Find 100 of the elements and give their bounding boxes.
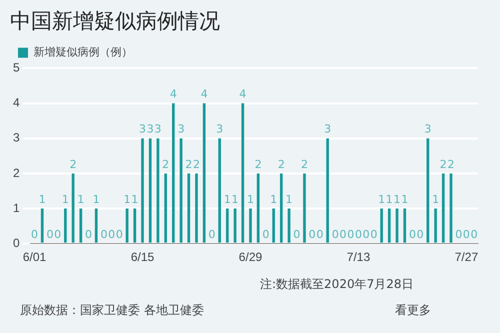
bar bbox=[94, 208, 98, 243]
bar bbox=[133, 208, 136, 243]
x-tick-label: 6/15 bbox=[130, 250, 155, 264]
bar bbox=[426, 138, 430, 243]
x-tick-label: 7/27 bbox=[454, 250, 478, 264]
bar bbox=[172, 103, 175, 243]
data-label: 4 bbox=[239, 88, 246, 101]
data-label: 1 bbox=[224, 192, 231, 206]
data-label: 0 bbox=[262, 228, 270, 241]
data-label: 1 bbox=[77, 192, 84, 206]
x-tick-label: 6/01 bbox=[22, 250, 47, 264]
bar bbox=[148, 138, 152, 243]
data-label: 0 bbox=[46, 228, 54, 241]
data-label: 1 bbox=[246, 192, 254, 206]
data-label: 1 bbox=[286, 192, 293, 206]
bar bbox=[72, 173, 74, 243]
y-tick-label: 5 bbox=[12, 60, 20, 75]
data-label: 1 bbox=[401, 192, 408, 206]
bar bbox=[442, 173, 445, 243]
data-label: 0 bbox=[362, 228, 370, 241]
data-label: 0 bbox=[293, 228, 300, 241]
bar bbox=[403, 208, 406, 243]
data-label: 0 bbox=[370, 228, 378, 241]
data-label: 1 bbox=[432, 192, 440, 206]
data-label: 0 bbox=[54, 228, 62, 241]
bar bbox=[195, 173, 198, 243]
y-tick-label: 4 bbox=[12, 96, 20, 110]
bar bbox=[388, 208, 391, 243]
data-label: 3 bbox=[154, 122, 162, 136]
data-label: 1 bbox=[38, 192, 46, 206]
data-label: 0 bbox=[116, 228, 123, 241]
data-label: 0 bbox=[354, 228, 362, 241]
bar bbox=[218, 138, 221, 243]
data-label: 1 bbox=[232, 192, 239, 206]
x-tick-label: 7/13 bbox=[346, 250, 370, 264]
bar bbox=[256, 173, 260, 243]
bar bbox=[396, 208, 398, 243]
data-label: 0 bbox=[408, 228, 416, 241]
bar bbox=[126, 208, 128, 243]
data-label: 2 bbox=[185, 158, 192, 171]
data-label: 1 bbox=[386, 192, 393, 206]
y-tick-label: 0 bbox=[12, 236, 20, 250]
bar bbox=[187, 173, 190, 243]
data-label: 2 bbox=[448, 158, 455, 171]
data-label: 0 bbox=[108, 228, 116, 241]
bar bbox=[226, 208, 229, 243]
bar bbox=[303, 173, 306, 243]
data-label: 3 bbox=[324, 122, 332, 136]
data-label: 0 bbox=[340, 228, 347, 241]
data-label: 0 bbox=[332, 228, 339, 241]
bar bbox=[241, 103, 244, 243]
bar bbox=[234, 208, 236, 243]
data-label: 3 bbox=[216, 122, 224, 136]
data-label: 3 bbox=[146, 122, 154, 136]
data-label: 0 bbox=[316, 228, 324, 241]
bar bbox=[280, 173, 283, 243]
data-label: 1 bbox=[62, 192, 69, 206]
data-label: 1 bbox=[131, 192, 138, 206]
data-label: 2 bbox=[162, 158, 170, 171]
data-label: 1 bbox=[394, 192, 401, 206]
bar bbox=[164, 173, 167, 243]
data-label: 2 bbox=[254, 158, 262, 171]
data-label: 0 bbox=[308, 228, 316, 241]
bar bbox=[64, 208, 67, 243]
data-label: 0 bbox=[455, 228, 462, 241]
y-tick-label: 3 bbox=[12, 130, 20, 145]
y-tick-label: 2 bbox=[12, 166, 20, 180]
data-label: 3 bbox=[178, 122, 185, 136]
data-label: 3 bbox=[424, 122, 432, 136]
data-label: 2 bbox=[300, 158, 308, 171]
data-label: 2 bbox=[440, 158, 447, 171]
data-label: 0 bbox=[470, 228, 478, 241]
bar bbox=[288, 208, 290, 243]
y-tick-label: 1 bbox=[12, 200, 20, 215]
bar bbox=[79, 208, 82, 243]
data-label: 2 bbox=[192, 158, 200, 171]
chart-title: 中国新增疑似病例情况 bbox=[10, 9, 220, 34]
data-label: 2 bbox=[70, 158, 77, 171]
bar bbox=[249, 208, 252, 243]
data-label: 0 bbox=[462, 228, 470, 241]
data-label: 0 bbox=[347, 228, 354, 241]
text: 看更多 bbox=[395, 302, 431, 319]
data-label: 1 bbox=[92, 192, 100, 206]
bar bbox=[141, 138, 144, 243]
data-label: 1 bbox=[124, 192, 131, 206]
bar bbox=[180, 138, 182, 243]
data-label: 4 bbox=[170, 88, 177, 101]
text: 注:数据截至2020年7月28日 bbox=[260, 276, 414, 293]
x-tick-label: 6/29 bbox=[238, 250, 262, 264]
data-label: 0 bbox=[85, 228, 92, 241]
bar bbox=[272, 208, 275, 243]
bar bbox=[380, 208, 383, 243]
bar bbox=[40, 208, 44, 243]
data-label: 0 bbox=[100, 228, 108, 241]
data-label: 0 bbox=[416, 228, 424, 241]
data-label: 0 bbox=[31, 228, 38, 241]
data-label: 0 bbox=[208, 228, 216, 241]
data-label: 1 bbox=[378, 192, 386, 206]
data-label: 2 bbox=[278, 158, 285, 171]
bar bbox=[434, 208, 437, 243]
